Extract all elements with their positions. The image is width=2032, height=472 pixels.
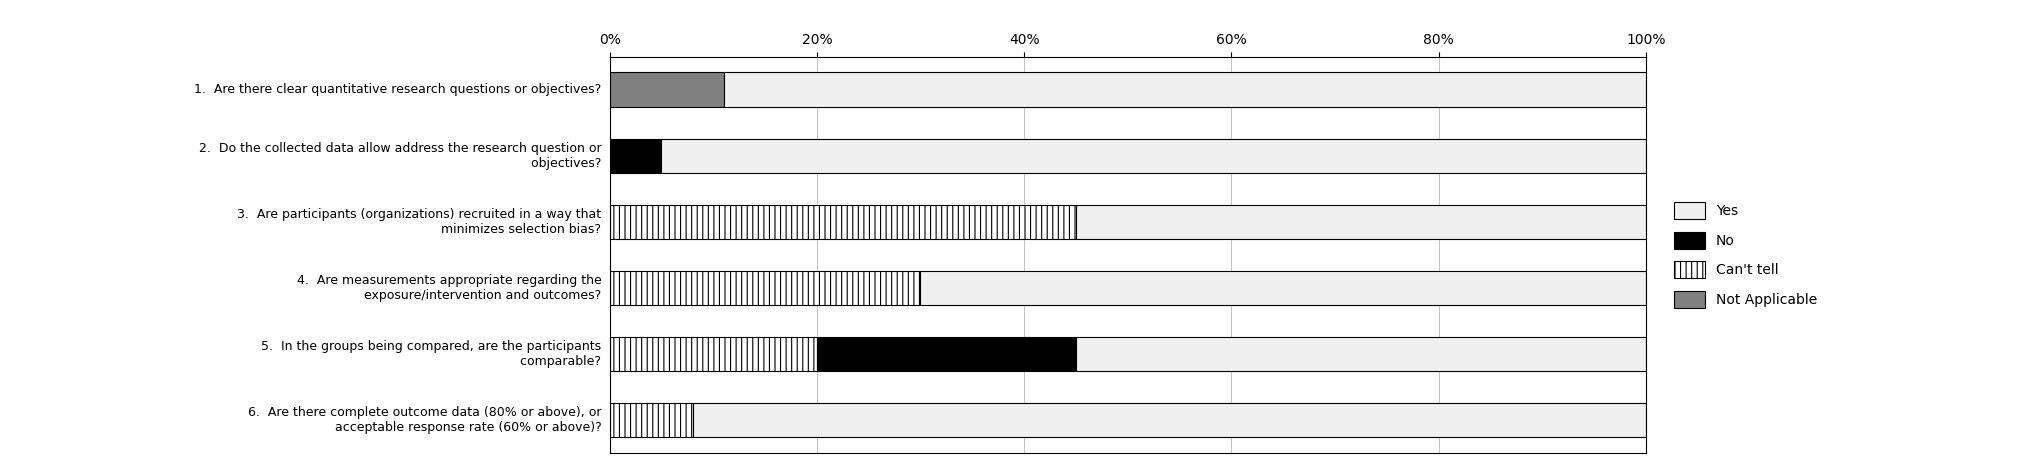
Bar bbox=[610, 205, 1077, 239]
Bar bbox=[610, 403, 693, 437]
Bar bbox=[610, 73, 723, 107]
Bar bbox=[723, 73, 1646, 107]
Bar bbox=[1077, 205, 1646, 239]
Bar bbox=[817, 337, 1077, 371]
Bar bbox=[693, 403, 1646, 437]
Bar bbox=[1077, 337, 1646, 371]
Bar bbox=[610, 337, 817, 371]
Bar bbox=[920, 271, 1646, 305]
Legend: Yes, No, Can't tell, Not Applicable: Yes, No, Can't tell, Not Applicable bbox=[1664, 191, 1829, 319]
Bar bbox=[610, 271, 920, 305]
Bar bbox=[662, 139, 1646, 173]
Bar bbox=[610, 139, 662, 173]
